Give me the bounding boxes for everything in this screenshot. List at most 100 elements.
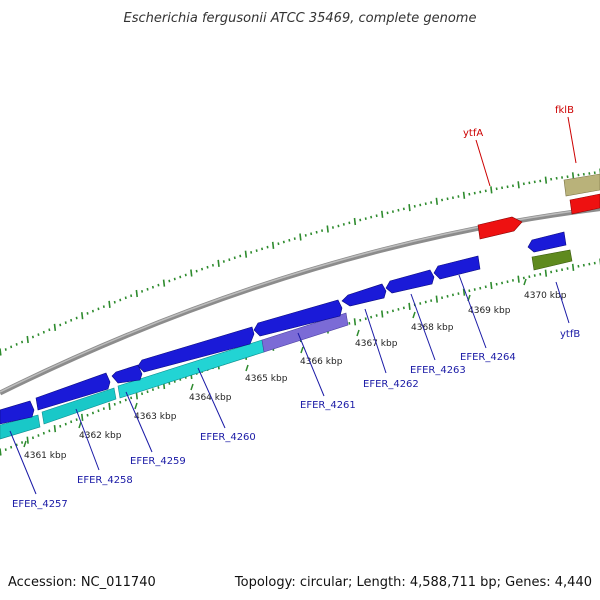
gene-label-fklB: fklB	[555, 105, 574, 116]
scale-dot	[59, 424, 62, 428]
scale-dot	[184, 273, 187, 277]
scale-dot	[386, 311, 389, 314]
scale-dot	[511, 279, 514, 282]
scale-dot	[577, 264, 580, 268]
scale-dot	[484, 189, 487, 193]
scale-dot	[337, 224, 340, 228]
scale-dot	[261, 247, 264, 251]
scale-dot	[37, 434, 40, 437]
scale-dot	[10, 445, 13, 449]
scale-dot	[528, 181, 531, 185]
scale-dot	[479, 286, 482, 290]
gene-label-EFER_4257: EFER_4257	[12, 499, 68, 510]
scale-dot	[331, 226, 334, 229]
scale-dot	[533, 180, 536, 184]
cds-red-fklB	[569, 193, 600, 215]
scale-dot	[457, 195, 460, 198]
scale-tick	[271, 241, 275, 249]
cds-blue-1	[0, 400, 35, 425]
scale-tick	[0, 348, 2, 356]
scale-tick	[26, 335, 29, 344]
scale-dot	[31, 335, 34, 339]
scale-tick	[217, 259, 220, 267]
gene-label-EFER_4263: EFER_4263	[410, 365, 466, 376]
scale-dot	[321, 229, 324, 232]
scale-dot	[468, 192, 471, 196]
scale-tick	[435, 197, 438, 205]
tick-label: 4365 kbp	[245, 374, 288, 384]
scale-dot	[86, 312, 89, 315]
scale-dot	[42, 431, 45, 435]
scale-dot	[233, 256, 236, 260]
scale-dot	[539, 272, 542, 276]
cds-blue-6	[341, 283, 387, 307]
leader-line	[125, 391, 153, 453]
scale-dot	[511, 184, 514, 188]
scale-dot	[64, 422, 67, 426]
scale-tick	[53, 323, 57, 331]
scale-tick	[571, 263, 575, 271]
cds-cyan-2	[41, 387, 117, 425]
scale-dot	[239, 254, 242, 258]
gene-label-EFER_4264: EFER_4264	[460, 352, 516, 363]
tick-label: 4366 kbp	[300, 357, 343, 367]
gene-label-ytfA: ytfA	[463, 128, 483, 139]
cds-blue-2	[35, 372, 111, 411]
scale-dot	[70, 420, 73, 424]
scale-dot	[561, 268, 564, 272]
scale-dot	[451, 196, 454, 200]
scale-dot	[113, 402, 116, 406]
scale-tick	[435, 295, 438, 303]
scale-dot	[157, 386, 160, 389]
scale-tick	[53, 425, 57, 433]
tick-label: 4364 kbp	[189, 393, 232, 403]
accession-text: Accession: NC_011740	[8, 575, 156, 590]
scale-tick	[571, 172, 575, 180]
scale-dot	[75, 418, 78, 421]
scale-dot	[42, 330, 45, 334]
scale-dot	[506, 185, 509, 189]
scale-dot	[206, 265, 209, 269]
leader-line	[75, 408, 100, 471]
cds-blue-5	[253, 299, 343, 337]
scale-dot	[102, 305, 105, 308]
scale-dot	[473, 191, 476, 195]
scale-tick	[353, 318, 357, 326]
scale-tick	[517, 275, 520, 283]
scale-tick	[408, 204, 411, 212]
scale-dot	[97, 409, 100, 413]
cds-blue-8	[433, 255, 481, 280]
scale-dot	[173, 277, 176, 281]
scale-dot	[255, 249, 258, 252]
scale-dot	[446, 197, 449, 201]
scale-dot	[15, 343, 18, 346]
scale-dot	[582, 263, 585, 267]
scale-dot	[359, 318, 362, 322]
scale-dot	[37, 333, 40, 336]
scale-dot	[250, 251, 253, 254]
scale-tick	[490, 281, 493, 290]
scale-dot	[430, 201, 433, 204]
gene-label-EFER_4259: EFER_4259	[130, 456, 186, 467]
tick-mark	[412, 311, 416, 319]
tick-mark	[245, 364, 249, 372]
coordinate-ticks: 4361 kbp 4362 kbp 4363 kbp 4364 kbp 4365…	[23, 278, 567, 461]
scale-tick	[490, 186, 493, 194]
leader-line	[567, 116, 577, 164]
scale-dot	[21, 340, 24, 344]
scale-tick	[108, 300, 111, 308]
scale-dot	[146, 287, 149, 291]
cds-olive-1	[531, 249, 573, 271]
scale-dot	[48, 328, 51, 332]
feature-track	[0, 173, 600, 440]
scale-dot	[10, 345, 13, 349]
leader-line	[555, 281, 570, 324]
scale-tick	[462, 288, 466, 296]
scale-dot	[195, 269, 198, 273]
scale-tick	[462, 191, 466, 199]
scale-dot	[168, 382, 171, 385]
scale-dot	[555, 269, 558, 273]
tick-mark	[190, 383, 194, 391]
scale-tick	[408, 302, 411, 310]
